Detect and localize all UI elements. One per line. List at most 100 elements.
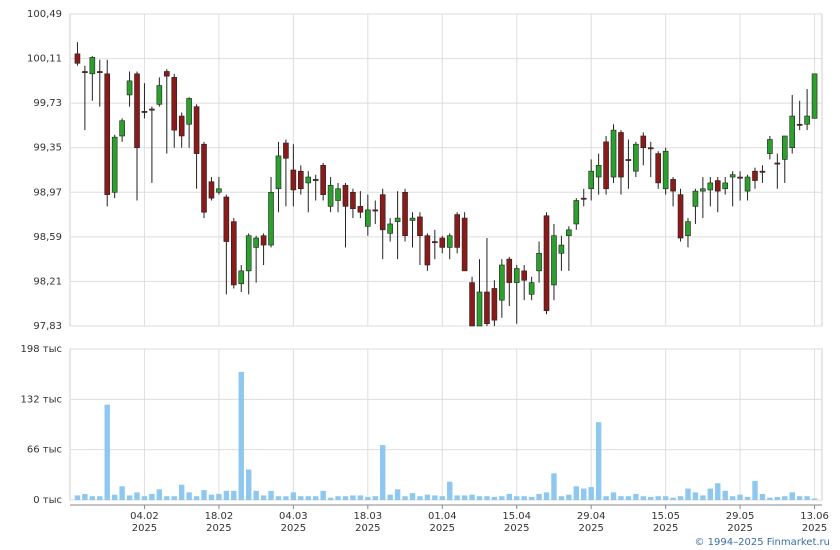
volume-bar — [89, 496, 96, 500]
candle-body — [528, 282, 535, 295]
candle-body — [409, 217, 416, 221]
x-tick-label: 18.02 — [205, 511, 234, 522]
volume-bar — [342, 496, 349, 500]
volume-bar — [573, 486, 579, 500]
candle-body — [610, 129, 617, 178]
volume-bar — [97, 496, 103, 500]
candle-body — [714, 180, 721, 192]
candle-body — [446, 235, 453, 248]
volume-bar — [729, 496, 736, 500]
x-tick-year: 2025 — [653, 523, 678, 534]
candle-body — [290, 169, 297, 191]
volume-bar — [126, 495, 133, 500]
candle-body — [707, 182, 714, 191]
volume-bar — [685, 488, 691, 500]
candle-body — [722, 182, 729, 190]
volume-bar — [119, 486, 125, 500]
volume-bar — [335, 496, 341, 500]
volume-bar — [640, 496, 647, 500]
x-tick-year: 2025 — [430, 523, 455, 534]
volume-bar — [409, 493, 416, 500]
volume-bar — [715, 483, 721, 500]
volume-bar — [394, 489, 401, 500]
candle-body — [223, 196, 230, 242]
volume-bar — [677, 496, 684, 500]
volume-bar — [283, 496, 289, 500]
volume-bar — [670, 497, 676, 500]
volume-bar — [149, 493, 155, 500]
x-tick-year: 2025 — [504, 523, 529, 534]
candle-body — [156, 85, 163, 105]
x-tick-label: 15.05 — [651, 511, 680, 522]
volume-bar — [320, 490, 326, 500]
x-tick-label: 01.04 — [428, 511, 457, 522]
volume-bar — [566, 494, 572, 500]
volume-bar — [208, 494, 215, 500]
candle-body — [536, 252, 542, 272]
x-tick-label: 04.02 — [130, 511, 159, 522]
volume-bar — [752, 480, 758, 500]
candle-body — [588, 170, 594, 190]
candle-body — [618, 132, 624, 178]
candle-body — [268, 191, 274, 246]
candle-body — [111, 136, 118, 193]
volume-bar — [804, 496, 810, 500]
candle-body — [439, 237, 446, 248]
x-tick-label: 29.05 — [726, 511, 755, 522]
volume-bar — [186, 492, 192, 500]
volume-bar — [789, 492, 795, 500]
candle-body — [238, 270, 245, 285]
candle-body — [499, 264, 505, 301]
volume-bar — [588, 487, 594, 500]
y-tick-label: 100,11 — [27, 54, 62, 65]
candle-body — [700, 188, 706, 192]
candle-body — [759, 170, 766, 173]
candle-body — [454, 214, 460, 248]
volume-bar — [387, 494, 393, 500]
candle-body — [82, 71, 88, 73]
candle-body — [655, 153, 661, 184]
candle-body — [796, 123, 803, 126]
volume-bar — [223, 490, 230, 500]
volume-bar — [372, 496, 378, 500]
volume-bar — [111, 494, 118, 500]
volume-bar — [551, 473, 557, 500]
volume-bar — [484, 496, 490, 500]
volume-bar — [171, 496, 177, 500]
y-tick-label: 97,83 — [33, 321, 62, 332]
volume-bar — [268, 490, 274, 500]
candle-body — [662, 150, 669, 190]
volume-bar — [521, 496, 527, 500]
panel-frame — [69, 348, 823, 501]
candle-body — [387, 223, 393, 234]
candle-body — [320, 165, 326, 195]
candle-body — [119, 120, 125, 137]
candle-body — [729, 174, 736, 178]
volume-bar — [655, 496, 661, 500]
volume-bar — [648, 496, 654, 500]
candle-body — [461, 217, 468, 272]
y-tick-label: 132 тыс — [21, 394, 62, 405]
candle-body — [476, 291, 483, 327]
volume-bar — [558, 496, 565, 500]
volume-bar — [737, 494, 743, 500]
volume-bar — [506, 493, 512, 500]
volume-bar — [782, 496, 788, 500]
volume-bar — [767, 497, 773, 500]
volume-bar — [402, 496, 408, 500]
volume-bar — [514, 496, 520, 500]
volume-bar — [104, 404, 110, 500]
candle-body — [305, 176, 312, 184]
candle-body — [350, 191, 356, 210]
candle-body — [781, 135, 788, 160]
volume-bar — [432, 495, 438, 500]
candle-body — [469, 282, 475, 327]
x-tick-label: 13.06 — [800, 511, 829, 522]
x-tick-year: 2025 — [132, 523, 157, 534]
candle-body — [685, 221, 691, 236]
candle-body — [193, 106, 200, 154]
candle-body — [603, 141, 609, 190]
volume-bar — [193, 496, 200, 500]
volume-bar — [692, 492, 699, 500]
